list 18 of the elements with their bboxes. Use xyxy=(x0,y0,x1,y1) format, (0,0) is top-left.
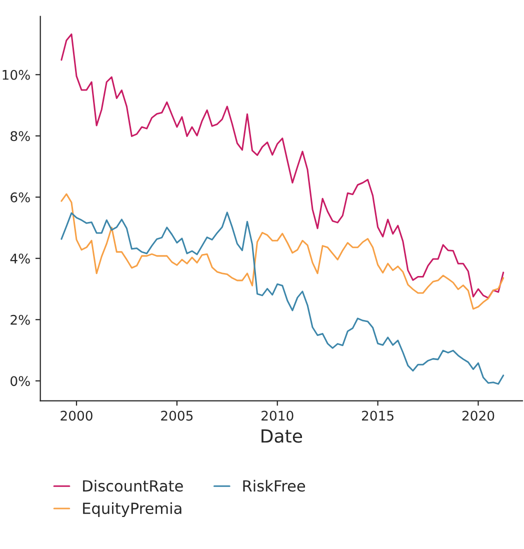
x-tick-label: 2005 xyxy=(161,410,193,421)
x-tick-label: 2015 xyxy=(362,410,394,421)
y-tick-label: 0% xyxy=(10,376,30,386)
y-tick-label: 6% xyxy=(10,192,30,202)
line-series xyxy=(60,33,504,299)
y-tick-label: 2% xyxy=(10,314,30,325)
y-tick-label: 10% xyxy=(2,70,30,80)
legend-label: DiscountRate xyxy=(83,480,183,492)
x-tick-label: 2020 xyxy=(462,410,494,421)
x-axis-title: Date xyxy=(262,429,302,443)
line-series xyxy=(60,212,504,385)
legend-label: EquityPremia xyxy=(83,502,182,518)
y-tick-label: 8% xyxy=(10,131,30,142)
x-tick-label: 2000 xyxy=(60,410,92,421)
line-series xyxy=(60,193,504,310)
legend-label: RiskFree xyxy=(243,480,306,492)
y-tick-label: 4% xyxy=(10,254,30,264)
x-tick-label: 2010 xyxy=(262,410,294,421)
